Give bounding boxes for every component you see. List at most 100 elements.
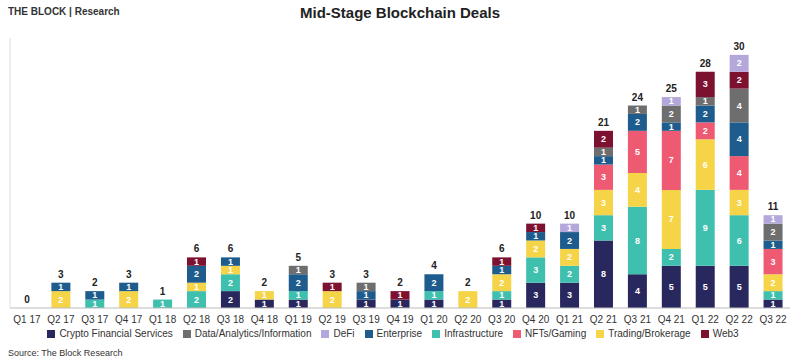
svg-text:2: 2: [669, 252, 674, 262]
svg-text:2: 2: [92, 277, 98, 288]
svg-text:1: 1: [771, 214, 776, 224]
svg-text:1: 1: [296, 265, 301, 275]
svg-text:7: 7: [669, 214, 674, 224]
svg-text:Q4 20: Q4 20: [522, 314, 550, 325]
svg-text:Q3 20: Q3 20: [488, 314, 516, 325]
svg-text:6: 6: [228, 243, 234, 254]
svg-text:2: 2: [465, 277, 471, 288]
svg-text:2: 2: [703, 126, 708, 136]
svg-text:Q1 18: Q1 18: [149, 314, 177, 325]
svg-text:2: 2: [771, 227, 776, 237]
svg-text:2: 2: [228, 295, 233, 305]
svg-text:Q3 22: Q3 22: [759, 314, 787, 325]
svg-text:4: 4: [635, 185, 640, 195]
svg-text:2: 2: [669, 109, 674, 119]
svg-text:1: 1: [364, 282, 369, 292]
svg-text:5: 5: [635, 147, 640, 157]
svg-text:1: 1: [397, 290, 402, 300]
svg-text:Q4 21: Q4 21: [658, 314, 686, 325]
svg-text:5: 5: [737, 282, 742, 292]
svg-text:6: 6: [194, 243, 200, 254]
svg-text:2: 2: [262, 277, 268, 288]
svg-text:1: 1: [262, 290, 267, 300]
svg-text:Q4 18: Q4 18: [251, 314, 279, 325]
svg-text:Q1 22: Q1 22: [692, 314, 720, 325]
svg-text:Q1 20: Q1 20: [420, 314, 448, 325]
svg-text:1: 1: [58, 282, 63, 292]
svg-text:3: 3: [601, 172, 606, 182]
svg-text:2: 2: [194, 295, 199, 305]
svg-text:2: 2: [737, 58, 742, 68]
svg-text:10: 10: [530, 210, 542, 221]
svg-text:3: 3: [329, 269, 335, 280]
svg-text:Q4 19: Q4 19: [386, 314, 414, 325]
svg-text:2: 2: [58, 295, 63, 305]
svg-text:5: 5: [669, 282, 674, 292]
svg-text:Q2 19: Q2 19: [319, 314, 347, 325]
svg-text:2: 2: [296, 278, 301, 288]
svg-text:Q1 17: Q1 17: [13, 314, 41, 325]
svg-text:3: 3: [533, 265, 538, 275]
svg-text:3: 3: [601, 223, 606, 233]
svg-text:Q4 17: Q4 17: [115, 314, 143, 325]
svg-text:4: 4: [431, 260, 437, 271]
svg-text:1: 1: [669, 96, 674, 106]
svg-text:2: 2: [771, 278, 776, 288]
svg-text:11: 11: [768, 201, 779, 212]
svg-text:1: 1: [194, 257, 199, 267]
svg-text:2: 2: [228, 278, 233, 288]
svg-text:9: 9: [703, 223, 708, 233]
svg-text:Q2 18: Q2 18: [183, 314, 211, 325]
svg-text:3: 3: [58, 269, 64, 280]
svg-text:6: 6: [737, 236, 742, 246]
svg-text:2: 2: [567, 236, 572, 246]
svg-text:3: 3: [771, 257, 776, 267]
svg-text:Q3 17: Q3 17: [81, 314, 109, 325]
svg-text:1: 1: [533, 223, 538, 233]
svg-text:3: 3: [601, 198, 606, 208]
svg-text:1: 1: [771, 240, 776, 250]
svg-text:1: 1: [499, 257, 504, 267]
svg-text:2: 2: [703, 109, 708, 119]
svg-text:2: 2: [635, 117, 640, 127]
svg-text:0: 0: [24, 294, 30, 305]
svg-text:1: 1: [330, 282, 335, 292]
svg-text:3: 3: [126, 269, 132, 280]
svg-text:1: 1: [194, 282, 199, 292]
svg-text:1: 1: [160, 286, 166, 297]
svg-text:2: 2: [737, 75, 742, 85]
svg-text:1: 1: [296, 290, 301, 300]
svg-text:2: 2: [194, 269, 199, 279]
svg-text:2: 2: [499, 278, 504, 288]
svg-text:3: 3: [363, 269, 369, 280]
svg-text:2: 2: [465, 295, 470, 305]
svg-text:6: 6: [499, 243, 505, 254]
svg-text:2: 2: [567, 269, 572, 279]
svg-text:24: 24: [632, 92, 644, 103]
svg-text:2: 2: [533, 244, 538, 254]
svg-text:1: 1: [771, 290, 776, 300]
svg-text:1: 1: [499, 290, 504, 300]
svg-text:4: 4: [737, 134, 742, 144]
svg-text:Q3 21: Q3 21: [624, 314, 652, 325]
svg-text:2: 2: [330, 295, 335, 305]
svg-text:4: 4: [737, 101, 742, 111]
svg-text:21: 21: [598, 117, 610, 128]
svg-text:1: 1: [228, 257, 233, 267]
svg-text:2: 2: [431, 278, 436, 288]
svg-text:6: 6: [703, 160, 708, 170]
svg-text:1: 1: [160, 299, 165, 309]
svg-text:Q2 17: Q2 17: [47, 314, 75, 325]
svg-text:1: 1: [126, 282, 131, 292]
svg-text:Q1 21: Q1 21: [556, 314, 584, 325]
svg-text:10: 10: [564, 210, 576, 221]
svg-text:1: 1: [635, 105, 640, 115]
svg-text:8: 8: [601, 269, 606, 279]
svg-text:2: 2: [601, 134, 606, 144]
svg-text:3: 3: [533, 290, 538, 300]
svg-text:4: 4: [635, 286, 640, 296]
svg-text:2: 2: [397, 277, 403, 288]
svg-text:Q3 18: Q3 18: [217, 314, 245, 325]
svg-text:Q2 20: Q2 20: [454, 314, 482, 325]
svg-text:2: 2: [567, 252, 572, 262]
